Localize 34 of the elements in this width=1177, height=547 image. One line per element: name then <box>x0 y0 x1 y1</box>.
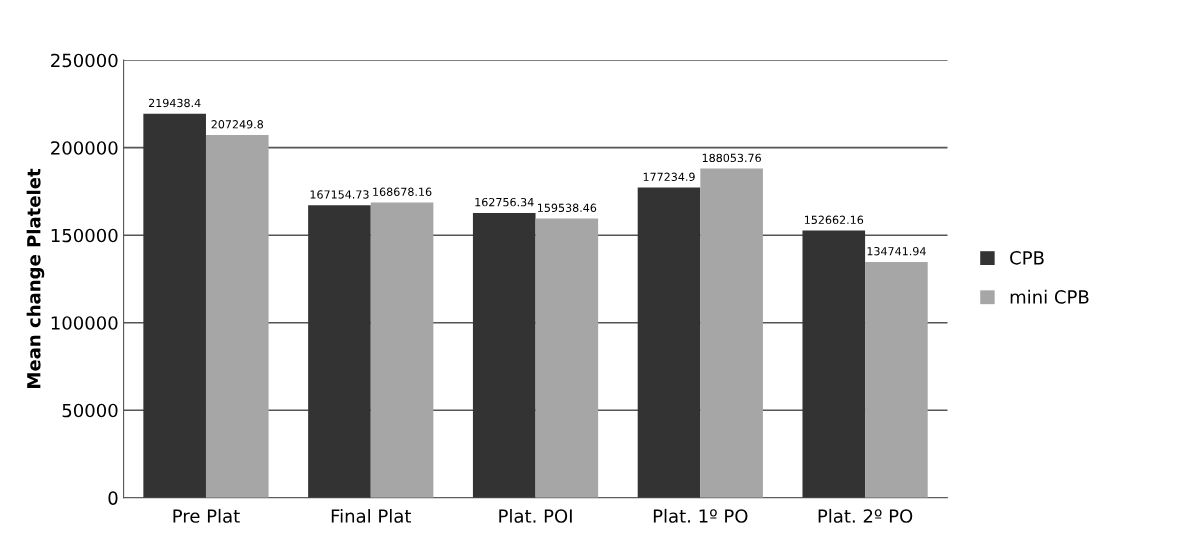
y-axis-title: Mean change Platelet <box>26 168 45 388</box>
y-tick-label: 150000 <box>51 228 118 243</box>
legend-label: CPB <box>1010 250 1044 265</box>
x-tick-label: Plat. POI <box>499 508 572 523</box>
x-tick-label: Final Plat <box>331 508 412 523</box>
data-label: 177234.9 <box>643 172 695 182</box>
x-tick-label: Pre Plat <box>173 508 240 523</box>
data-label: 168678.16 <box>373 187 432 196</box>
legend-label: mini CPB <box>1010 289 1089 304</box>
bar <box>865 261 928 498</box>
bar <box>370 202 434 498</box>
x-tick-label: Plat. 2º PO <box>818 508 913 523</box>
y-tick-label: 200000 <box>51 141 118 155</box>
data-label: 188053.76 <box>702 153 761 163</box>
data-label: 134741.94 <box>867 246 926 256</box>
bar <box>143 113 206 498</box>
bar <box>205 135 269 498</box>
data-label: 159538.46 <box>538 203 597 212</box>
bar <box>700 168 763 498</box>
bar <box>802 230 866 498</box>
bar <box>472 212 536 498</box>
data-label: 219438.4 <box>148 98 201 108</box>
data-label: 167154.73 <box>310 190 369 199</box>
data-label: 207249.8 <box>211 120 264 129</box>
data-label: 152662.16 <box>804 215 864 225</box>
y-tick-label: 250000 <box>51 53 118 68</box>
y-tick-label: 50000 <box>62 403 118 418</box>
y-tick-label: 0 <box>108 491 118 505</box>
bar <box>637 187 701 498</box>
bar <box>308 205 371 498</box>
x-tick-label: Plat. 1º PO <box>653 508 748 523</box>
data-label: 162756.34 <box>475 197 534 207</box>
y-tick-label: 100000 <box>51 316 118 330</box>
bar <box>535 218 599 498</box>
